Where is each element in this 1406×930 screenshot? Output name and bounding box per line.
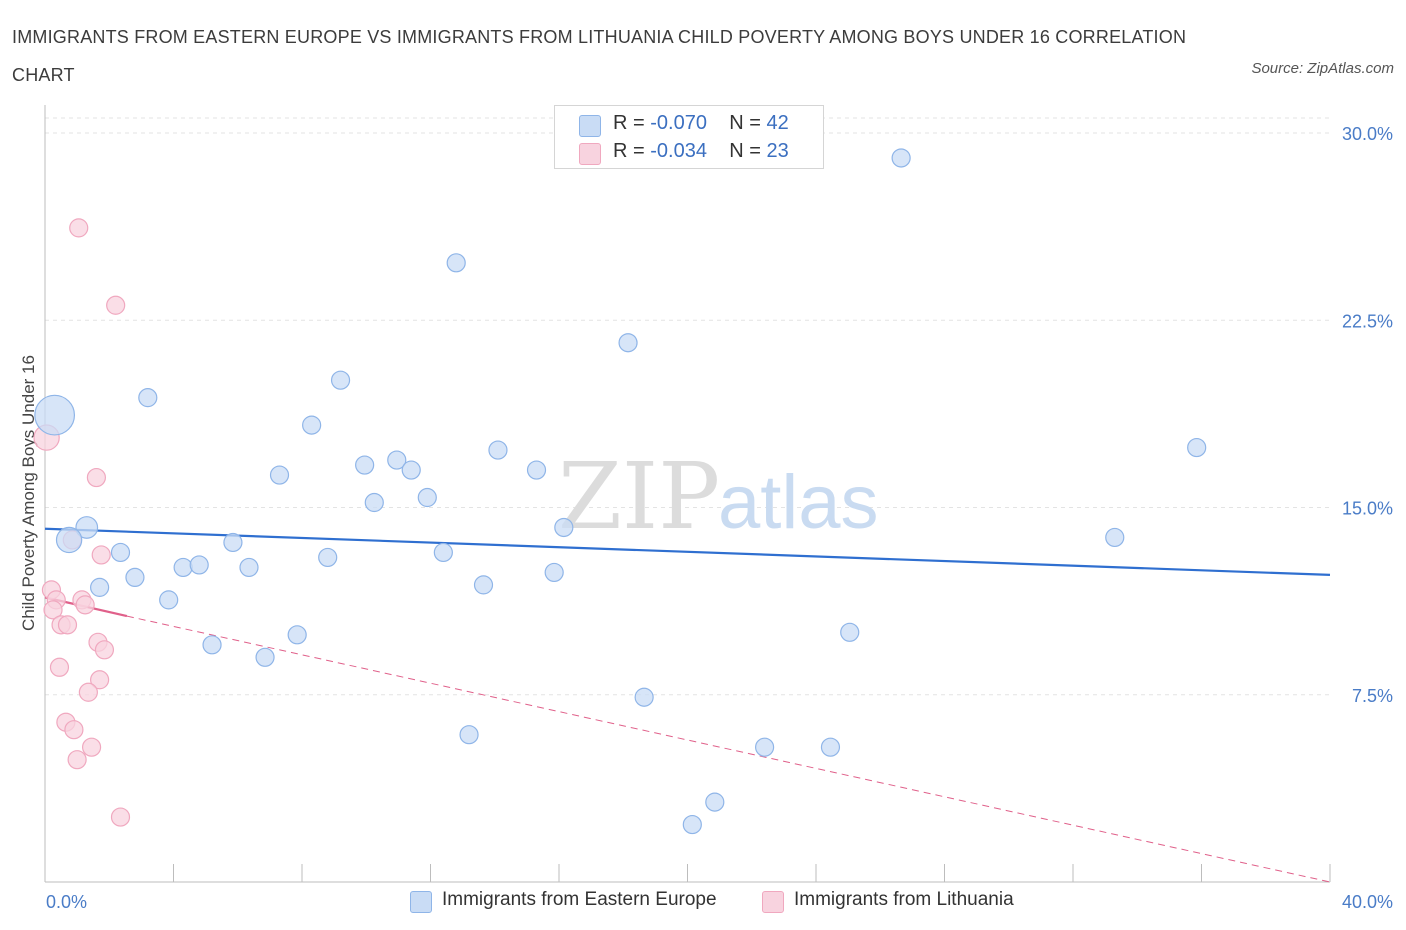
y-tick-labels: 7.5% 15.0% 22.5% 30.0% [1342,124,1393,706]
point-eastern-europe [55,526,83,554]
point-eastern-europe [330,370,351,390]
point-eastern-europe [138,388,158,408]
point-eastern-europe [544,562,564,583]
point-lithuania [69,218,89,238]
point-eastern-europe [364,492,384,513]
legend-swatch-blue [410,891,432,913]
point-eastern-europe [705,792,725,812]
point-lithuania [110,807,131,827]
point-eastern-europe [526,460,547,480]
point-eastern-europe [255,647,275,667]
point-lithuania [49,657,70,677]
legend-r-value: -0.070 [650,112,707,134]
y-axis-label: Child Poverty Among Boys Under 16 [19,355,38,631]
point-eastern-europe [618,333,638,353]
point-eastern-europe [840,622,860,642]
chart-title: IMMIGRANTS FROM EASTERN EUROPE VS IMMIGR… [12,27,1187,85]
point-eastern-europe [891,148,911,168]
point-eastern-europe [302,415,322,435]
series-name: Immigrants from Lithuania [794,889,1014,910]
point-lithuania [94,640,115,660]
point-eastern-europe [554,517,574,538]
point-eastern-europe [682,814,702,835]
point-eastern-europe [433,542,453,563]
point-eastern-europe [189,555,209,575]
y-tick-label: 7.5% [1352,686,1393,706]
point-lithuania [86,467,107,488]
point-eastern-europe [223,532,243,553]
point-eastern-europe [1105,527,1125,548]
y-tick-label: 15.0% [1342,499,1393,519]
axes [44,105,1331,883]
point-eastern-europe [634,687,654,707]
legend-swatch-pink [579,143,601,165]
x-tick-label-min: 0.0% [46,892,87,912]
point-eastern-europe [173,557,193,578]
legend-swatch-pink [762,891,784,913]
point-eastern-europe [1187,437,1207,458]
trend-line-eastern-europe [44,527,1331,577]
legend-n-label: N = [729,112,761,134]
stats-legend: R = -0.070 N = 42 R = -0.034 N = 23 [554,105,824,169]
legend-swatch-blue [579,115,601,137]
point-eastern-europe [90,577,110,597]
point-lithuania [67,750,87,770]
point-eastern-europe [269,465,290,485]
legend-r-label: R = [613,140,645,162]
point-eastern-europe [754,737,775,757]
point-eastern-europe [110,542,131,563]
gridlines [45,117,1330,696]
point-eastern-europe [239,557,259,578]
point-eastern-europe [75,516,99,539]
point-eastern-europe [820,737,841,757]
point-lithuania [43,600,63,620]
watermark-atlas: atlas [718,460,879,545]
point-eastern-europe [401,460,421,480]
legend-r-label: R = [613,112,645,134]
data-points [33,148,1207,835]
trend-line-lithuania-projected [126,615,1331,883]
point-eastern-europe [318,547,338,568]
point-eastern-europe [202,635,222,655]
point-lithuania [90,670,110,690]
point-eastern-europe [417,487,437,508]
point-eastern-europe [459,725,479,745]
point-lithuania [91,545,111,565]
point-eastern-europe [159,590,179,610]
point-eastern-europe [446,253,466,273]
watermark: ZIP atlas [558,443,879,550]
x-tick-label-max: 40.0% [1342,892,1393,912]
point-eastern-europe [473,575,494,595]
y-tick-label: 22.5% [1342,311,1393,331]
legend-n-label: N = [729,140,761,162]
point-lithuania [81,737,102,757]
source-note: Source: ZipAtlas.com [1251,60,1394,77]
watermark-zip: ZIP [558,443,720,550]
point-eastern-europe [287,625,307,645]
point-eastern-europe [34,394,76,436]
legend-n-value: 23 [766,140,789,162]
point-eastern-europe [125,567,145,588]
point-lithuania [78,682,98,702]
legend-n-value: 42 [766,112,789,134]
y-tick-label: 30.0% [1342,124,1393,144]
point-lithuania [57,615,78,635]
point-lithuania [64,720,84,740]
point-lithuania [106,295,126,315]
series-name: Immigrants from Eastern Europe [442,889,717,910]
legend-r-value: -0.034 [650,140,707,162]
point-lithuania [75,595,95,615]
point-eastern-europe [387,450,407,470]
point-eastern-europe [488,440,508,460]
x-tick-labels: 0.0% 40.0% [46,892,1393,912]
point-eastern-europe [355,455,375,475]
